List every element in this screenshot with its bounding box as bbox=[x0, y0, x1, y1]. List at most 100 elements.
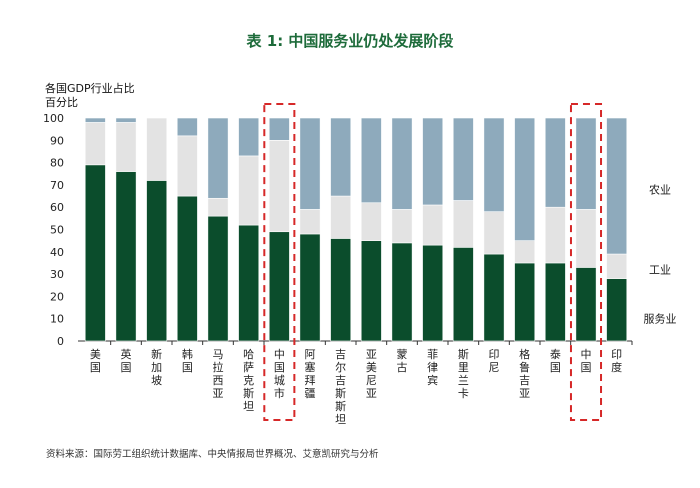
bar-segment bbox=[115, 122, 137, 172]
x-category-label: 蒙 bbox=[397, 348, 408, 361]
x-category-label: 城 bbox=[274, 374, 285, 387]
y-tick-label: 80 bbox=[50, 157, 64, 170]
x-category-label: 国 bbox=[121, 361, 132, 374]
bar-segment bbox=[176, 135, 198, 197]
bar-segment bbox=[422, 204, 444, 246]
x-category-label: 加 bbox=[151, 361, 162, 374]
bar-segment bbox=[268, 117, 290, 141]
bar-segment bbox=[422, 244, 444, 342]
y-tick-label: 20 bbox=[50, 290, 64, 303]
x-category-label: 斯 bbox=[335, 400, 346, 413]
x-category-label: 坦 bbox=[335, 412, 346, 426]
y-tick-label: 0 bbox=[57, 335, 64, 348]
x-category-label: 格 bbox=[519, 347, 530, 361]
x-category-label: 哈 bbox=[243, 348, 254, 361]
bar-segment bbox=[606, 117, 628, 255]
legend-label: 服务业 bbox=[644, 313, 677, 326]
x-category-label: 亚 bbox=[213, 387, 224, 400]
x-category-label: 坦 bbox=[243, 399, 254, 413]
x-category-label: 泰 bbox=[550, 347, 561, 361]
bar-segment bbox=[268, 231, 290, 342]
x-category-label: 韩 bbox=[182, 347, 193, 361]
y-tick-label: 70 bbox=[50, 179, 64, 192]
x-category-label: 新 bbox=[151, 347, 162, 361]
y-axis-label: 各国GDP行业占比 百分比 bbox=[45, 82, 135, 110]
highlight-box bbox=[569, 103, 603, 421]
x-category-label: 拉 bbox=[213, 360, 224, 374]
x-category-label: 美 bbox=[366, 361, 377, 374]
legend-label: 工业 bbox=[649, 264, 671, 277]
bar-segment bbox=[575, 267, 597, 342]
x-category-label: 国 bbox=[90, 361, 101, 374]
bar-segment bbox=[299, 209, 321, 235]
y-axis-label-line1: 各国GDP行业占比 bbox=[45, 82, 135, 95]
bar-segment bbox=[422, 117, 444, 206]
bar-segment bbox=[330, 117, 352, 197]
bar-segment bbox=[575, 209, 597, 268]
x-category-label: 里 bbox=[458, 361, 469, 374]
x-category-label: 亚 bbox=[519, 387, 530, 400]
x-category-label: 阿 bbox=[305, 348, 316, 361]
x-category-label: 吉 bbox=[519, 374, 530, 387]
x-category-label: 尼 bbox=[489, 361, 500, 374]
bar-segment bbox=[452, 117, 474, 201]
x-category-label: 英 bbox=[121, 347, 132, 361]
x-category-label: 塞 bbox=[305, 360, 316, 374]
bar-segment bbox=[84, 122, 106, 166]
x-category-label: 国 bbox=[581, 361, 592, 374]
bar-segment bbox=[207, 117, 229, 199]
x-category-label: 美 bbox=[90, 348, 101, 361]
x-category-label: 宾 bbox=[427, 373, 438, 387]
x-category-label: 克 bbox=[243, 374, 254, 387]
x-category-label: 古 bbox=[397, 361, 408, 374]
x-category-label: 鲁 bbox=[519, 360, 530, 374]
bar-segment bbox=[176, 117, 198, 137]
source-note: 资料来源：国际劳工组织统计数据库、中央情报局世界概况、艾意凯研究与分析 bbox=[46, 449, 379, 460]
bar-segment bbox=[391, 242, 413, 342]
bar-segment bbox=[207, 215, 229, 342]
x-category-label: 国 bbox=[550, 361, 561, 374]
bar-segment bbox=[360, 117, 382, 204]
x-category-label: 印 bbox=[611, 348, 622, 361]
x-category-label: 国 bbox=[274, 361, 285, 374]
bar-segment bbox=[514, 262, 536, 342]
bar-segment bbox=[207, 197, 229, 217]
x-category-label: 拜 bbox=[305, 374, 316, 387]
y-tick-label: 10 bbox=[50, 313, 64, 326]
x-category-label: 兰 bbox=[458, 374, 469, 387]
bar-segment bbox=[268, 140, 290, 233]
bar-segment bbox=[483, 253, 505, 342]
bar-segment bbox=[115, 117, 137, 123]
chart-title: 表 1: 中国服务业仍处发展阶段 bbox=[246, 32, 454, 50]
bar-segment bbox=[483, 117, 505, 212]
y-tick-label: 100 bbox=[43, 112, 64, 125]
x-category-label: 马 bbox=[213, 348, 224, 361]
x-category-label: 吉 bbox=[335, 374, 346, 387]
y-tick-label: 50 bbox=[50, 224, 64, 237]
x-category-label: 尼 bbox=[366, 374, 377, 387]
bar-segment bbox=[84, 117, 106, 123]
x-category-label: 斯 bbox=[458, 348, 469, 361]
x-category-label: 坡 bbox=[151, 374, 162, 387]
y-tick-label: 90 bbox=[50, 134, 64, 147]
bar-segment bbox=[299, 233, 321, 342]
x-category-label: 度 bbox=[611, 360, 622, 374]
x-category-label: 国 bbox=[182, 361, 193, 374]
x-category-label: 亚 bbox=[366, 348, 377, 361]
y-axis-label-line2: 百分比 bbox=[45, 96, 78, 109]
bar-segment bbox=[544, 206, 566, 264]
x-category-label: 吉 bbox=[335, 348, 346, 361]
x-category-label: 尔 bbox=[335, 361, 346, 374]
bar-segment bbox=[452, 200, 474, 248]
x-category-label: 萨 bbox=[243, 361, 254, 374]
x-category-label: 卡 bbox=[458, 387, 469, 400]
x-category-label: 印 bbox=[489, 348, 500, 361]
bar-segment bbox=[360, 240, 382, 342]
bar-segment bbox=[299, 117, 321, 210]
bar-segment bbox=[115, 171, 137, 342]
bar-segment bbox=[330, 195, 352, 239]
x-category-label: 疆 bbox=[305, 387, 316, 400]
bar-segment bbox=[575, 117, 597, 210]
bar-segment bbox=[514, 117, 536, 241]
